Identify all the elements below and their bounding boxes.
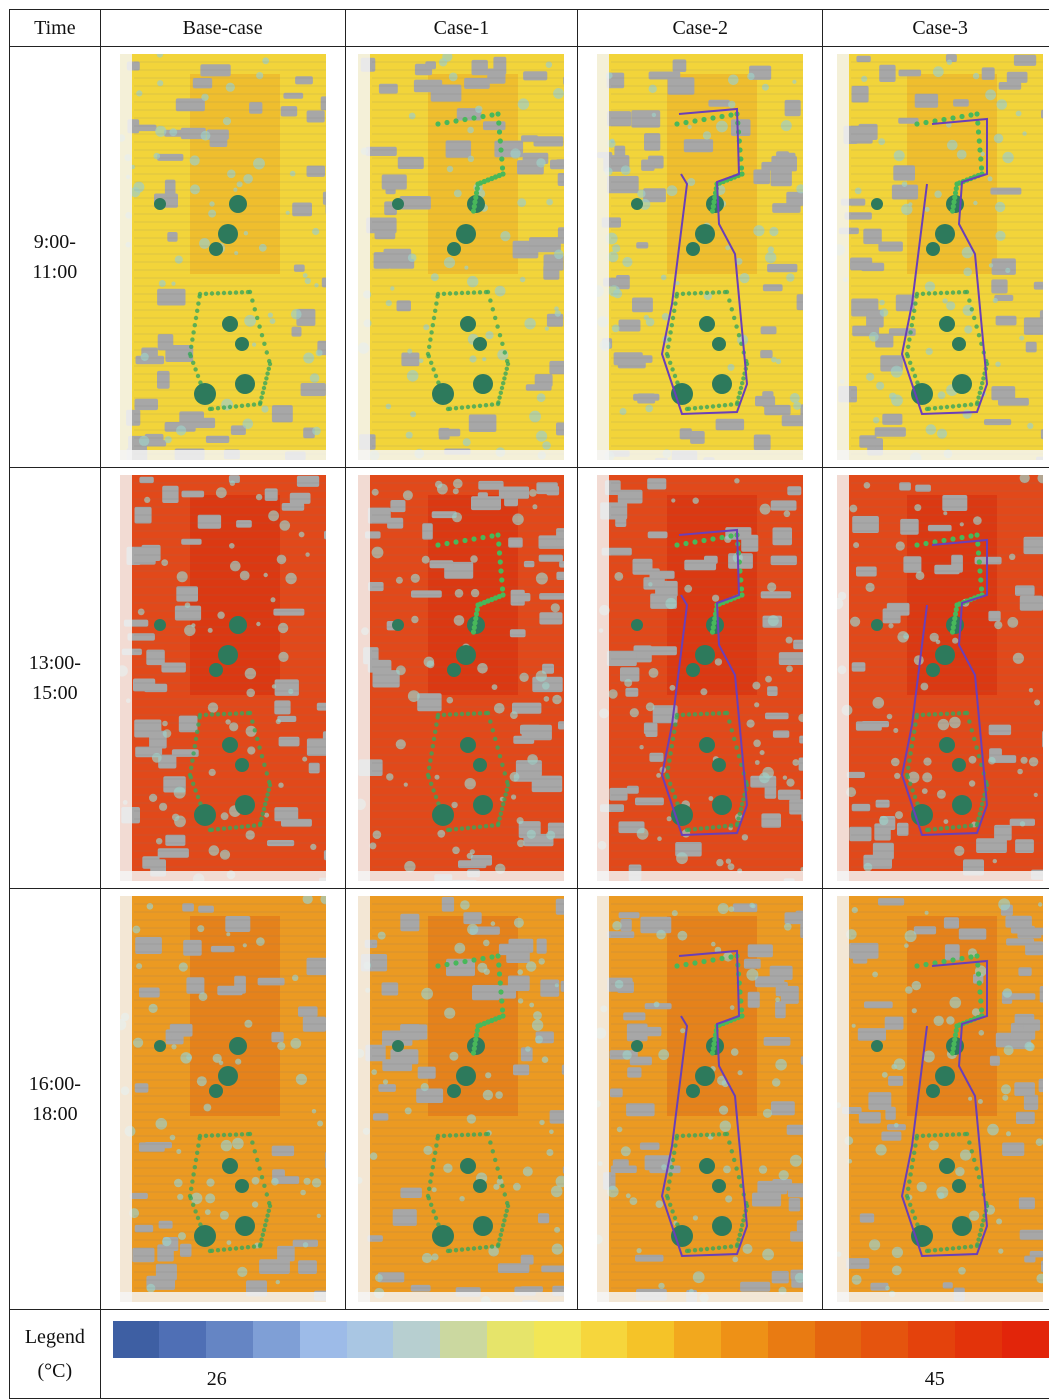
thermal-map-image — [119, 475, 326, 881]
thermal-map-image — [119, 896, 326, 1302]
scale-swatch — [487, 1321, 534, 1358]
time-label: 13:00- 15:00 — [9, 467, 101, 889]
header-case-1: Case-1 — [344, 9, 579, 47]
scale-swatch — [112, 1321, 160, 1358]
thermal-map — [578, 47, 822, 467]
scale-swatch — [159, 1321, 207, 1358]
scale-swatch — [440, 1321, 488, 1358]
scale-swatch — [533, 1321, 581, 1358]
thermal-map-image — [358, 54, 565, 460]
thermal-map-image — [837, 54, 1044, 460]
thermal-map — [578, 468, 822, 888]
thermal-map — [578, 889, 822, 1309]
scale-swatch — [814, 1321, 862, 1358]
scale-swatch — [1001, 1321, 1049, 1358]
header-row: Time Base-case Case-1 Case-2 Case-3 — [9, 9, 1049, 47]
legend-cell: 26 45 — [99, 1309, 1049, 1399]
scale-swatch — [206, 1321, 254, 1358]
thermal-map-image — [837, 896, 1044, 1302]
thermal-map-image — [597, 54, 804, 460]
row-morning: 9:00- 11:00 — [9, 46, 1049, 468]
scale-swatch — [346, 1321, 394, 1358]
thermal-map — [346, 47, 578, 467]
thermal-map-image — [597, 475, 804, 881]
header-case-2: Case-2 — [577, 9, 824, 47]
scale-swatch — [908, 1321, 956, 1358]
thermal-map — [346, 468, 578, 888]
color-scale-bar — [112, 1321, 1049, 1358]
scale-swatch — [955, 1321, 1002, 1358]
thermal-map-image — [119, 54, 326, 460]
thermal-map — [101, 47, 345, 467]
time-label: 9:00- 11:00 — [9, 46, 101, 468]
scale-swatch — [674, 1321, 722, 1358]
row-midday: 13:00- 15:00 — [9, 467, 1049, 889]
thermal-map — [346, 889, 578, 1309]
thermal-map-image — [358, 475, 565, 881]
thermal-map-image — [837, 475, 1044, 881]
scale-swatch — [627, 1321, 675, 1358]
scale-swatch — [393, 1321, 441, 1358]
thermal-map — [823, 47, 1049, 467]
scale-swatch — [253, 1321, 300, 1358]
legend-row: Legend (°C) 26 45 — [9, 1309, 1049, 1399]
scale-swatch — [299, 1321, 347, 1358]
scale-swatch — [861, 1321, 909, 1358]
thermal-map-image — [597, 896, 804, 1302]
time-label: 16:00- 18:00 — [9, 888, 101, 1310]
header-base-case: Base-case — [99, 9, 346, 47]
legend-min: 26 — [206, 1368, 227, 1390]
legend-max: 45 — [924, 1368, 945, 1390]
thermal-map — [101, 468, 345, 888]
thermal-map — [823, 889, 1049, 1309]
thermal-map-image — [358, 896, 565, 1302]
results-table: Time Base-case Case-1 Case-2 Case-3 9:00… — [9, 9, 1049, 1399]
thermal-map — [823, 468, 1049, 888]
legend-title: Legend (°C) — [9, 1309, 101, 1399]
header-case-3: Case-3 — [822, 9, 1049, 47]
scale-swatch — [767, 1321, 815, 1358]
scale-swatch — [721, 1321, 768, 1358]
scale-swatch — [580, 1321, 628, 1358]
thermal-map — [101, 889, 345, 1309]
row-evening: 16:00- 18:00 — [9, 888, 1049, 1310]
header-time: Time — [9, 9, 101, 47]
